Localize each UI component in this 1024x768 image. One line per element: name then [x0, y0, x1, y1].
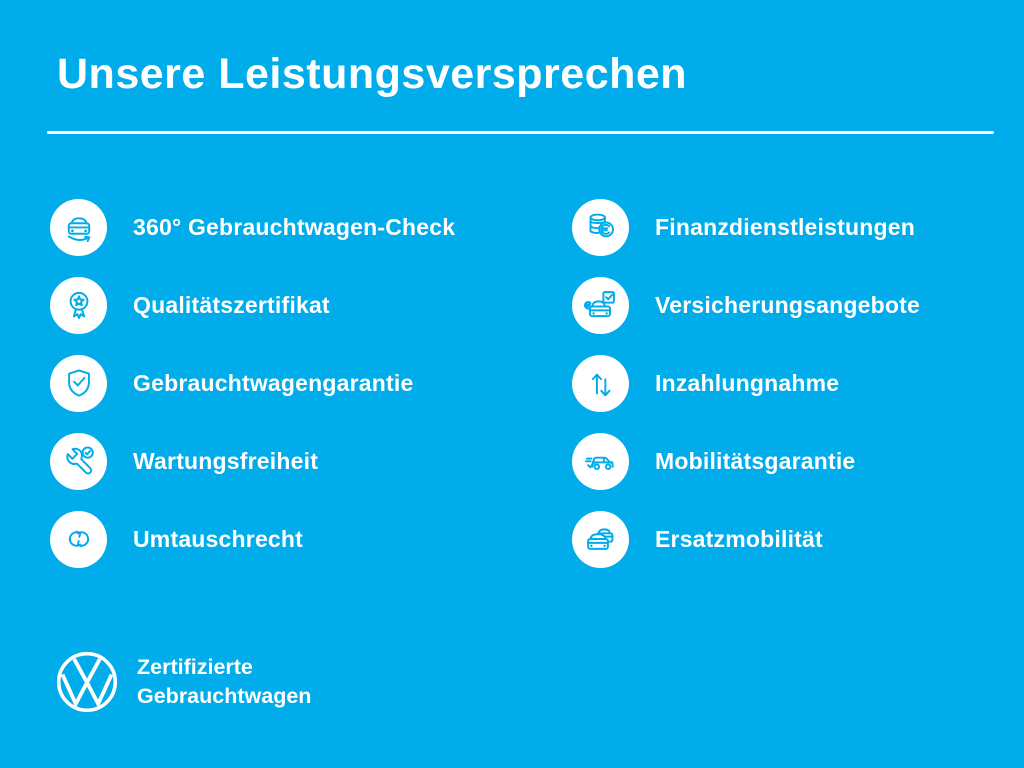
shield-check-icon [50, 354, 107, 412]
service-label: 360° Gebrauchtwagen-Check [133, 213, 456, 240]
footer-text: Zertifizierte Gebrauchtwagen [137, 653, 311, 711]
service-item: Ersatzmobilität [572, 500, 920, 578]
service-label: Versicherungsangebote [655, 291, 920, 318]
service-item: Finanzdienstleistungen [572, 188, 920, 266]
swap-arrows-icon [50, 510, 107, 568]
car-360-icon [50, 198, 107, 256]
divider [47, 131, 994, 134]
quality-medal-icon [50, 276, 107, 334]
service-item: Versicherungsangebote [572, 266, 920, 344]
service-item: Mobilitätsgarantie [572, 422, 920, 500]
wrench-check-icon [50, 432, 107, 490]
service-label: Mobilitätsgarantie [655, 447, 856, 474]
service-item: Umtauschrecht [50, 500, 455, 578]
footer-line2: Gebrauchtwagen [137, 684, 312, 709]
service-label: Gebrauchtwagengarantie [133, 369, 414, 396]
vw-logo-icon [56, 651, 118, 713]
service-item: 360° Gebrauchtwagen-Check [50, 188, 455, 266]
footer-line1: Zertifizierte [137, 655, 253, 679]
up-down-arrows-icon [572, 354, 629, 412]
page-title: Unsere Leistungsversprechen [57, 50, 688, 98]
service-item: Inzahlungnahme [572, 344, 920, 422]
service-label: Inzahlungnahme [655, 369, 840, 396]
car-motion-check-icon [572, 432, 629, 490]
service-label: Umtauschrecht [133, 525, 304, 552]
car-checklist-icon [572, 276, 629, 334]
coins-euro-icon [572, 198, 629, 256]
service-label: Wartungsfreiheit [133, 447, 319, 474]
service-label: Ersatzmobilität [655, 525, 823, 552]
service-label: Qualitätszertifikat [133, 291, 330, 318]
service-label: Finanzdienstleistungen [655, 213, 915, 240]
services-column-left: 360° Gebrauchtwagen-Check Qualitätszerti… [50, 188, 455, 578]
service-item: Wartungsfreiheit [50, 422, 455, 500]
two-cars-icon [572, 510, 629, 568]
services-column-right: Finanzdienstleistungen Versicherungsange… [572, 188, 920, 578]
service-item: Qualitätszertifikat [50, 266, 455, 344]
service-item: Gebrauchtwagengarantie [50, 344, 455, 422]
